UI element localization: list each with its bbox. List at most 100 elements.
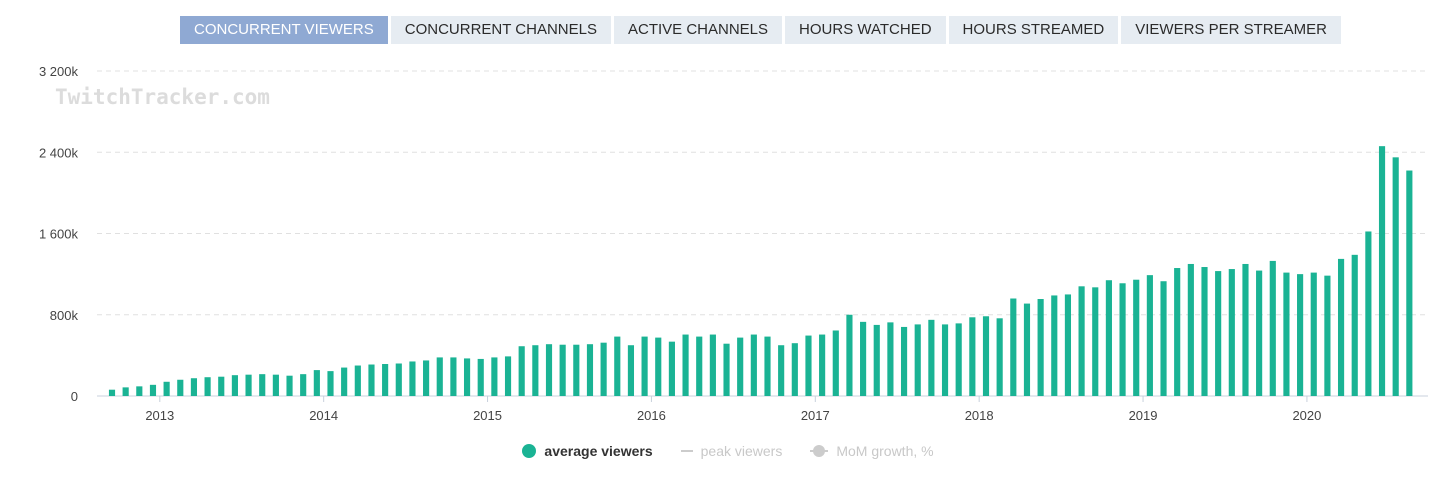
- bar: [750, 334, 757, 396]
- bar: [627, 345, 635, 396]
- bar: [491, 357, 498, 396]
- legend-dot-icon: [522, 444, 537, 458]
- bar: [805, 335, 812, 396]
- bar: [341, 367, 348, 396]
- bar: [832, 330, 839, 396]
- legend-label: MoM growth, %: [836, 443, 934, 459]
- chart-legend: average viewers peak viewers MoM growth,…: [0, 443, 1456, 459]
- bar: [409, 361, 416, 396]
- bar: [982, 316, 990, 396]
- tab-active-channels[interactable]: ACTIVE CHANNELS: [614, 16, 783, 44]
- bar: [532, 345, 539, 396]
- bar: [1256, 270, 1263, 396]
- bar: [1119, 283, 1126, 396]
- bar: [395, 363, 402, 396]
- bar: [1378, 146, 1386, 396]
- legend-average-viewers[interactable]: average viewers: [522, 443, 653, 459]
- bar: [259, 374, 266, 396]
- x-tick-label: 2013: [145, 408, 174, 423]
- bar: [723, 343, 730, 396]
- bar: [463, 358, 471, 396]
- tab-hours-streamed[interactable]: HOURS STREAMED: [948, 16, 1119, 44]
- bar: [778, 345, 785, 396]
- grid-lines: [97, 70, 1428, 397]
- bar: [573, 344, 580, 396]
- y-tick-label: 2 400k: [39, 145, 79, 160]
- x-tick-label: 2017: [801, 408, 830, 423]
- bar: [586, 344, 594, 396]
- bar: [354, 365, 361, 396]
- bar: [1160, 281, 1167, 396]
- bar: [504, 356, 512, 396]
- bar: [149, 384, 157, 396]
- bar: [1215, 271, 1222, 396]
- bar: [819, 334, 826, 396]
- bar: [108, 389, 116, 396]
- bar: [1078, 286, 1085, 396]
- bar: [1324, 275, 1331, 396]
- bar: [245, 374, 252, 396]
- x-tick-label: 2018: [965, 408, 994, 423]
- bar: [914, 324, 921, 396]
- x-tick-label: 2015: [473, 408, 502, 423]
- bar: [1392, 157, 1399, 396]
- bar: [327, 371, 334, 396]
- bar: [1092, 287, 1099, 396]
- bar: [955, 323, 962, 396]
- bar: [559, 344, 566, 396]
- bar: [231, 375, 238, 396]
- bar: [996, 318, 1003, 396]
- bar: [300, 374, 307, 396]
- bar: [518, 346, 525, 396]
- tab-concurrent-channels[interactable]: CONCURRENT CHANNELS: [390, 16, 611, 44]
- bar: [1228, 269, 1235, 396]
- bar: [1297, 274, 1304, 397]
- bar: [900, 326, 908, 396]
- tab-viewers-per-streamer[interactable]: VIEWERS PER STREAMER: [1121, 16, 1341, 44]
- tab-concurrent-viewers[interactable]: CONCURRENT VIEWERS: [180, 16, 388, 44]
- y-axis: 0 800k 1 600k 2 400k 3 200k: [39, 64, 79, 404]
- viewers-bar-chart: TwitchTracker.com 0 800k 1 600k 2 400k 3 200…: [39, 64, 1428, 423]
- bar: [1133, 279, 1140, 396]
- bar: [969, 317, 976, 396]
- bar: [696, 336, 703, 396]
- bar: [846, 314, 853, 396]
- bar: [791, 343, 798, 396]
- bar: [272, 374, 279, 396]
- bar: [122, 387, 129, 396]
- bar: [382, 364, 389, 396]
- bar: [1242, 263, 1249, 396]
- bar: [545, 344, 553, 396]
- bar: [1023, 303, 1031, 396]
- legend-peak-viewers[interactable]: peak viewers: [680, 443, 782, 459]
- metric-tabs: CONCURRENT VIEWERS CONCURRENT CHANNELS A…: [180, 16, 1341, 44]
- bar: [682, 334, 689, 396]
- bar: [1064, 294, 1072, 396]
- bar: [1051, 295, 1058, 396]
- tab-hours-watched[interactable]: HOURS WATCHED: [785, 16, 946, 44]
- bar: [941, 324, 949, 396]
- bar: [1406, 170, 1413, 396]
- bar: [887, 322, 894, 396]
- bar: [1174, 268, 1181, 396]
- bar: [1269, 260, 1276, 396]
- bar: [764, 336, 771, 396]
- bar: [313, 370, 320, 396]
- bar: [600, 342, 607, 396]
- bar: [860, 321, 867, 396]
- legend-mom-growth[interactable]: MoM growth, %: [810, 443, 934, 459]
- x-axis: 2013 2014 2015 2016 2017 2018 2019 2020: [145, 396, 1321, 423]
- x-tick-label: 2014: [309, 408, 338, 423]
- bar-series: [108, 146, 1413, 397]
- x-tick-label: 2019: [1129, 408, 1158, 423]
- legend-label: average viewers: [544, 443, 653, 459]
- y-tick-label: 1 600k: [39, 227, 79, 242]
- bar: [709, 334, 716, 396]
- y-tick-label: 0: [71, 389, 78, 404]
- bar: [641, 336, 648, 396]
- y-tick-label: 3 200k: [39, 64, 79, 79]
- bar: [1351, 254, 1358, 396]
- bar: [928, 319, 935, 396]
- x-tick-label: 2020: [1292, 408, 1321, 423]
- legend-dash-icon: [680, 450, 693, 452]
